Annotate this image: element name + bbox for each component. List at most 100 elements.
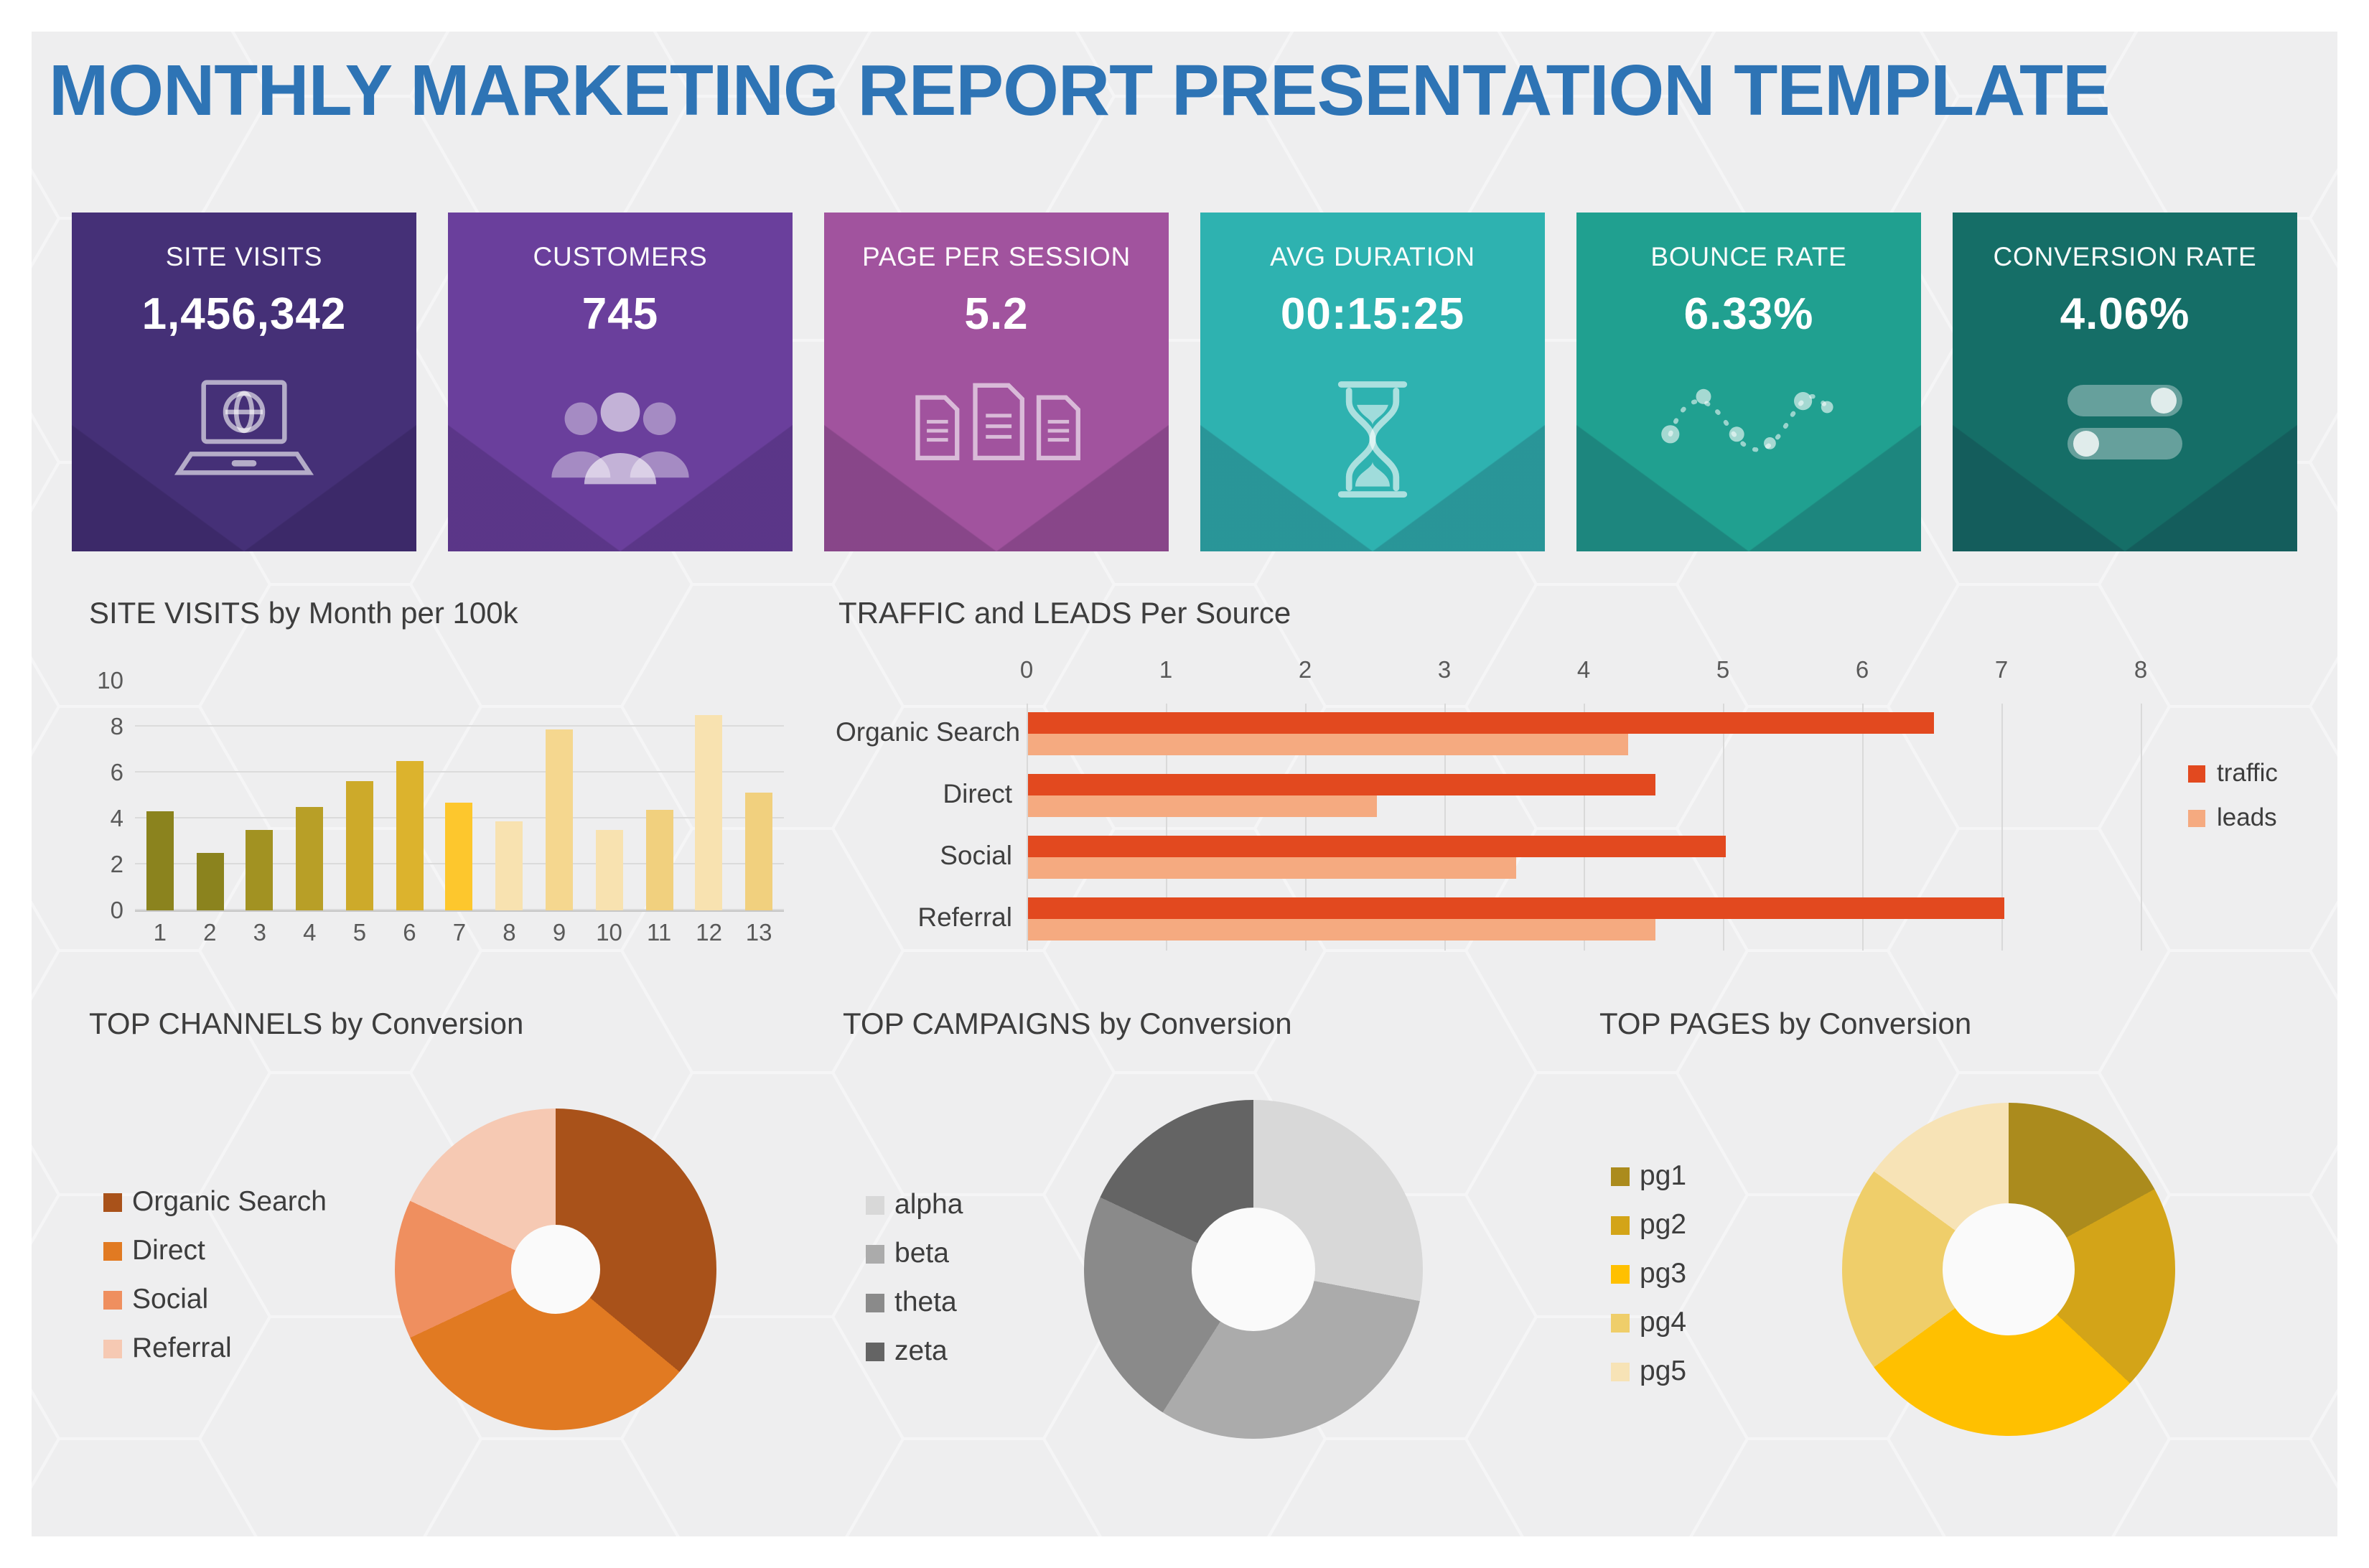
kpi-label: SITE VISITS <box>165 241 323 271</box>
page-title: MONTHLY MARKETING REPORT PRESENTATION TE… <box>49 50 2111 131</box>
bar-slot <box>235 682 285 910</box>
x-tick-label: 3 <box>253 920 266 946</box>
legend-label: pg3 <box>1640 1258 1687 1289</box>
kpi-value: 00:15:25 <box>1280 289 1465 339</box>
legend-swatch <box>1611 1216 1630 1235</box>
legend-item: pg2 <box>1611 1209 1686 1242</box>
x-tick-label: 6 <box>403 920 416 946</box>
source-row: Referral <box>917 889 2142 951</box>
x-tick-label: 3 <box>1437 658 1452 683</box>
donut-hole <box>511 1225 600 1314</box>
legend-item: Referral <box>103 1333 327 1366</box>
donut-hole <box>1943 1203 2075 1335</box>
donut-hole <box>1192 1208 1315 1331</box>
legend-item: Direct <box>103 1235 327 1268</box>
traffic-bar <box>1028 712 1935 734</box>
source-row: Organic Search <box>836 704 2142 765</box>
x-tick-label: 4 <box>1576 658 1591 683</box>
leads-bar <box>1028 734 1628 755</box>
y-tick-label: 4 <box>110 806 123 832</box>
legend-label: beta <box>894 1238 949 1269</box>
bar-slot <box>135 682 185 910</box>
legend-swatch <box>103 1340 122 1358</box>
campaigns-donut <box>1084 1100 1423 1439</box>
x-tick-label: 1 <box>1159 658 1173 683</box>
x-tick-label: 10 <box>596 920 622 946</box>
top-channels-title: TOP CHANNELS by Conversion <box>89 1008 524 1041</box>
kpi-card: CONVERSION RATE 4.06% <box>1953 213 2297 551</box>
card-fold-decoration <box>824 425 1169 551</box>
traffic-bar <box>1028 897 2004 919</box>
bar-slot <box>534 682 584 910</box>
legend-swatch <box>866 1196 884 1215</box>
legend-label: zeta <box>894 1335 948 1367</box>
kpi-card: SITE VISITS 1,456,342 <box>72 213 416 551</box>
bar-slot <box>634 682 684 910</box>
legend-label: Direct <box>132 1235 205 1266</box>
x-tick-label: 1 <box>153 920 167 946</box>
channels-legend: Organic Search Direct Social Referral <box>103 1186 327 1366</box>
top-channels-chart: TOP CHANNELS by Conversion Organic Searc… <box>86 985 804 1516</box>
legend-label: Organic Search <box>132 1186 327 1218</box>
card-fold-decoration <box>448 425 793 551</box>
card-fold-decoration <box>72 425 416 551</box>
bar-slot <box>734 682 784 910</box>
legend-swatch <box>103 1242 122 1261</box>
source-row: Direct <box>943 765 2142 827</box>
bar-slot <box>434 682 485 910</box>
y-tick-label: 10 <box>97 668 123 694</box>
y-tick-label: 8 <box>110 714 123 740</box>
x-tick-label: 8 <box>503 920 516 946</box>
kpi-card: AVG DURATION 00:15:25 <box>1200 213 1545 551</box>
x-tick-label: 13 <box>745 920 772 946</box>
legend-item: beta <box>866 1238 963 1271</box>
card-fold-decoration <box>1576 425 1921 551</box>
legend-label: pg1 <box>1640 1160 1687 1192</box>
legend-swatch <box>1611 1265 1630 1284</box>
kpi-value: 6.33% <box>1683 289 1814 339</box>
legend-item: pg1 <box>1611 1160 1686 1193</box>
traffic-rows: Organic Search Direct Social Referral <box>836 704 2142 951</box>
card-fold-decoration <box>1953 425 2297 551</box>
legend-swatch <box>866 1343 884 1361</box>
x-tick-label: 9 <box>552 920 566 946</box>
site-visits-title: SITE VISITS by Month per 100k <box>89 597 518 630</box>
x-tick-label: 5 <box>352 920 367 946</box>
legend-item: pg3 <box>1611 1258 1686 1291</box>
legend-swatch <box>866 1245 884 1264</box>
bar-slot <box>185 682 235 910</box>
traffic-ticks: 0 1 2 3 4 5 6 7 8 <box>1020 658 2147 686</box>
leads-bar <box>1028 857 1516 879</box>
traffic-bar <box>1028 836 1726 857</box>
kpi-value: 745 <box>581 289 659 339</box>
legend-swatch <box>2188 809 2205 826</box>
bar-slot <box>335 682 385 910</box>
legend-item: Social <box>103 1284 327 1317</box>
documents-icon <box>824 376 1169 485</box>
traffic-legend: traffic leads <box>2188 758 2278 833</box>
legend-item: alpha <box>866 1189 963 1222</box>
x-tick-label: 7 <box>1994 658 2009 683</box>
channels-donut <box>395 1109 716 1430</box>
leads-bar <box>1028 795 1377 817</box>
month-bar-8 <box>495 821 523 910</box>
legend-swatch <box>1611 1363 1630 1381</box>
leads-bar <box>1028 919 1656 941</box>
legend-label: leads <box>2217 803 2277 831</box>
category-label: Referral <box>917 902 1012 932</box>
legend-label: traffic <box>2217 758 2278 787</box>
kpi-card: CUSTOMERS 745 <box>448 213 793 551</box>
legend-item: zeta <box>866 1335 963 1368</box>
x-tick-label: 12 <box>696 920 722 946</box>
month-bar-10 <box>595 830 623 910</box>
kpi-label: BOUNCE RATE <box>1650 241 1847 271</box>
hourglass-icon <box>1200 376 1545 503</box>
y-tick-label: 6 <box>110 760 123 786</box>
category-label: Social <box>940 840 1012 870</box>
month-bar-13 <box>745 793 773 910</box>
people-icon <box>448 376 793 494</box>
kpi-label: PAGE PER SESSION <box>861 241 1131 271</box>
card-fold-decoration <box>1200 425 1545 551</box>
